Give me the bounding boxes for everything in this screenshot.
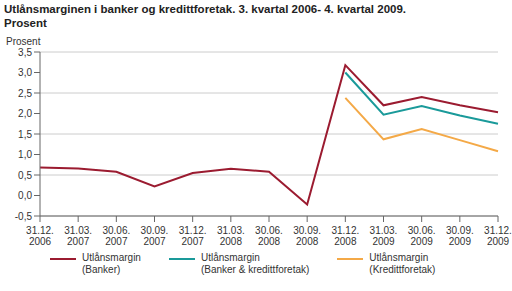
html-text:Utlånsmargin: Utlånsmargin: [82, 252, 141, 263]
svg-text:30.06.2007: 30.06.2007: [102, 225, 130, 246]
svg-text:3,5: 3,5: [18, 47, 32, 58]
svg-text:30.09.2009: 30.09.2009: [446, 225, 474, 246]
html-text:Utlånsmarginen i banker og kre: Utlånsmarginen i banker og kredittforeta…: [4, 3, 406, 15]
svg-text:2,5: 2,5: [18, 88, 32, 99]
svg-text:31.12.2006: 31.12.2006: [26, 225, 54, 246]
html-text:Utlånsmargin: Utlånsmargin: [369, 252, 429, 263]
svg-text:30.09.2008: 30.09.2008: [293, 225, 321, 246]
svg-text:30.06.2009: 30.06.2009: [408, 225, 436, 246]
svg-text:0,0: 0,0: [18, 190, 32, 201]
html-text:(Banker & kredittforetak): (Banker & kredittforetak): [200, 264, 310, 275]
html-text:(Kredittforetak): (Kredittforetak): [369, 264, 436, 275]
html-text:(Banker): (Banker): [82, 264, 121, 275]
svg-text:-0,5: -0,5: [15, 211, 33, 222]
svg-text:1,5: 1,5: [18, 129, 32, 140]
svg-text:2,0: 2,0: [18, 108, 32, 119]
svg-text:0,5: 0,5: [18, 170, 32, 181]
svg-text:31.12.2008: 31.12.2008: [331, 225, 359, 246]
html-text:Prosent: Prosent: [4, 17, 47, 29]
svg-text:31.03.2007: 31.03.2007: [64, 225, 92, 246]
html-text:Utlånsmargin: Utlånsmargin: [200, 252, 260, 263]
svg-text:30.06.2008: 30.06.2008: [255, 225, 283, 246]
svg-text:31.12.2009: 31.12.2009: [484, 225, 504, 246]
svg-text:3,0: 3,0: [18, 67, 32, 78]
svg-text:31.03.2009: 31.03.2009: [370, 225, 398, 246]
html-text:Prosent: Prosent: [6, 36, 41, 47]
svg-text:1,0: 1,0: [18, 149, 32, 160]
svg-text:31.03.2008: 31.03.2008: [217, 225, 245, 246]
svg-text:30.09.2007: 30.09.2007: [141, 225, 169, 246]
svg-text:31.12.2007: 31.12.2007: [179, 225, 207, 246]
